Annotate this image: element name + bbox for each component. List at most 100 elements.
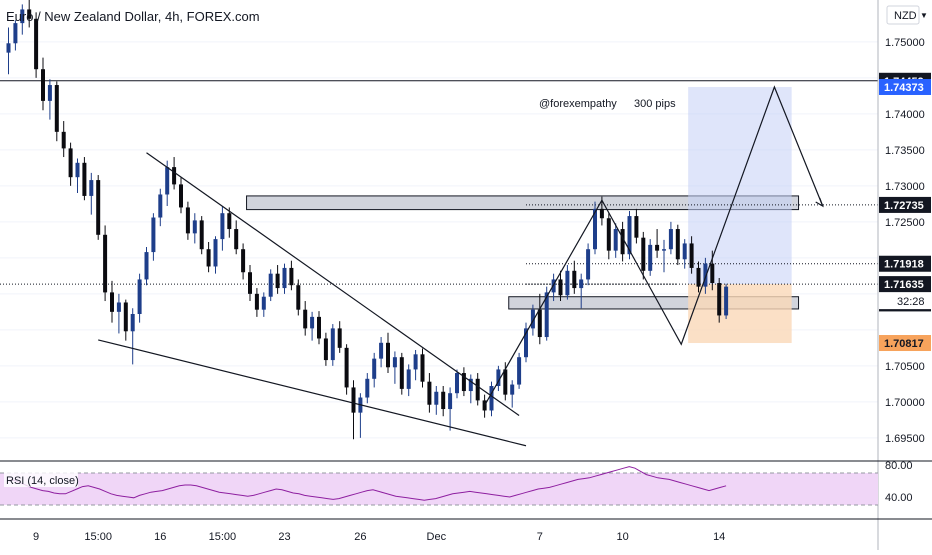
candle-body bbox=[13, 23, 18, 44]
candle-body bbox=[75, 162, 80, 178]
candle-body bbox=[137, 279, 142, 314]
candles bbox=[6, 0, 729, 440]
candle-body bbox=[427, 381, 432, 405]
candle-body bbox=[441, 391, 446, 410]
candle-body bbox=[241, 249, 246, 273]
candle-body bbox=[337, 328, 342, 348]
candle-body bbox=[717, 283, 722, 316]
candle-body bbox=[61, 131, 66, 149]
price-grid bbox=[0, 41, 878, 439]
candle-body bbox=[372, 358, 377, 379]
candle-body bbox=[662, 249, 666, 251]
stop-area bbox=[688, 284, 792, 344]
candle-body bbox=[172, 167, 177, 185]
x-tick-label: 15:00 bbox=[84, 531, 112, 543]
candle-body bbox=[517, 357, 522, 385]
rsi-label: RSI (14, close) bbox=[6, 475, 79, 487]
x-tick-label: 9 bbox=[33, 531, 39, 543]
candle-body bbox=[448, 393, 453, 410]
candle-body bbox=[317, 316, 321, 339]
annotations: @forexempathy 300 pips bbox=[539, 98, 676, 110]
candle-body bbox=[158, 194, 163, 218]
candle-body bbox=[68, 148, 73, 178]
x-tick-label: 10 bbox=[616, 531, 628, 543]
candle-body bbox=[268, 273, 273, 297]
candle-body bbox=[261, 296, 266, 310]
candle-body bbox=[116, 302, 121, 312]
author-text: @forexempathy bbox=[539, 98, 617, 110]
rsi-pane: RSI (14, close) 80.00 40.00 bbox=[0, 460, 913, 506]
countdown-bg bbox=[879, 294, 931, 310]
candle-body bbox=[351, 387, 356, 413]
candle-body bbox=[34, 18, 39, 70]
candle-body bbox=[192, 220, 197, 234]
candle-body bbox=[620, 229, 625, 255]
rsi-band bbox=[0, 473, 878, 505]
candle-body bbox=[496, 369, 501, 386]
position-tool bbox=[688, 86, 792, 344]
candle-body bbox=[503, 369, 508, 395]
candle-body bbox=[220, 213, 225, 240]
y-tick-label: 1.73500 bbox=[885, 145, 925, 157]
wedge-upper bbox=[146, 152, 520, 417]
x-tick-label: Dec bbox=[427, 531, 447, 543]
candle-body bbox=[82, 162, 87, 196]
candle-body bbox=[579, 279, 584, 289]
y-tick-label: 1.75000 bbox=[885, 37, 925, 49]
rsi-tick-label: 40.00 bbox=[885, 492, 913, 504]
candle-body bbox=[641, 237, 646, 271]
price-label-bg bbox=[879, 255, 931, 272]
price-label: 1.72735 bbox=[884, 200, 924, 212]
candle-body bbox=[227, 213, 232, 230]
candle-body bbox=[303, 309, 308, 329]
candle-body bbox=[510, 384, 515, 395]
candle-body bbox=[296, 285, 301, 310]
candle-body bbox=[524, 328, 528, 358]
candle-body bbox=[103, 234, 108, 293]
y-tick-label: 1.73000 bbox=[885, 181, 925, 193]
candle-body bbox=[703, 263, 708, 287]
candle-body bbox=[489, 386, 494, 411]
y-tick-label: 1.69500 bbox=[885, 433, 925, 445]
x-tick-label: 14 bbox=[713, 531, 725, 543]
x-tick-label: 15:00 bbox=[209, 531, 237, 543]
candle-body bbox=[689, 243, 694, 268]
candle-body bbox=[20, 9, 25, 24]
y-tick-label: 1.74000 bbox=[885, 109, 925, 121]
time-axis: 9 15:00 16 15:00 23 26 Dec 7 10 14 bbox=[33, 531, 725, 543]
candle-body bbox=[606, 218, 611, 251]
zone-resistance bbox=[246, 195, 800, 211]
projection-path bbox=[484, 85, 824, 406]
y-tick-label: 1.72500 bbox=[885, 217, 925, 229]
candle-body bbox=[54, 85, 59, 132]
candle-body bbox=[47, 85, 52, 101]
candle-body bbox=[344, 347, 349, 388]
rsi-tick-label: 80.00 bbox=[885, 460, 913, 472]
candle-body bbox=[130, 314, 135, 332]
y-tick-label: 1.70000 bbox=[885, 397, 925, 409]
candle-body bbox=[668, 229, 673, 250]
candle-body bbox=[655, 244, 660, 251]
candle-body bbox=[144, 252, 149, 280]
candle-body bbox=[206, 249, 211, 267]
candle-body bbox=[682, 243, 687, 260]
candle-body bbox=[586, 249, 591, 280]
candle-body bbox=[455, 373, 459, 394]
price-label: 1.71918 bbox=[884, 259, 924, 271]
candle-body bbox=[413, 354, 418, 370]
candle-body bbox=[365, 378, 370, 398]
candle-body bbox=[282, 267, 287, 289]
candle-body bbox=[234, 229, 239, 250]
candle-body bbox=[289, 267, 294, 286]
price-label-bg bbox=[879, 78, 931, 95]
countdown: 32:28 bbox=[897, 296, 925, 308]
price-label-bg bbox=[879, 276, 931, 293]
chevron-down-icon: ▼ bbox=[920, 11, 928, 20]
candle-body bbox=[544, 292, 549, 338]
candle-body bbox=[420, 354, 425, 382]
rsi-label-bg bbox=[4, 472, 78, 487]
target-area bbox=[688, 86, 792, 285]
candle-body bbox=[475, 378, 480, 401]
price-label: 1.70817 bbox=[884, 338, 924, 350]
